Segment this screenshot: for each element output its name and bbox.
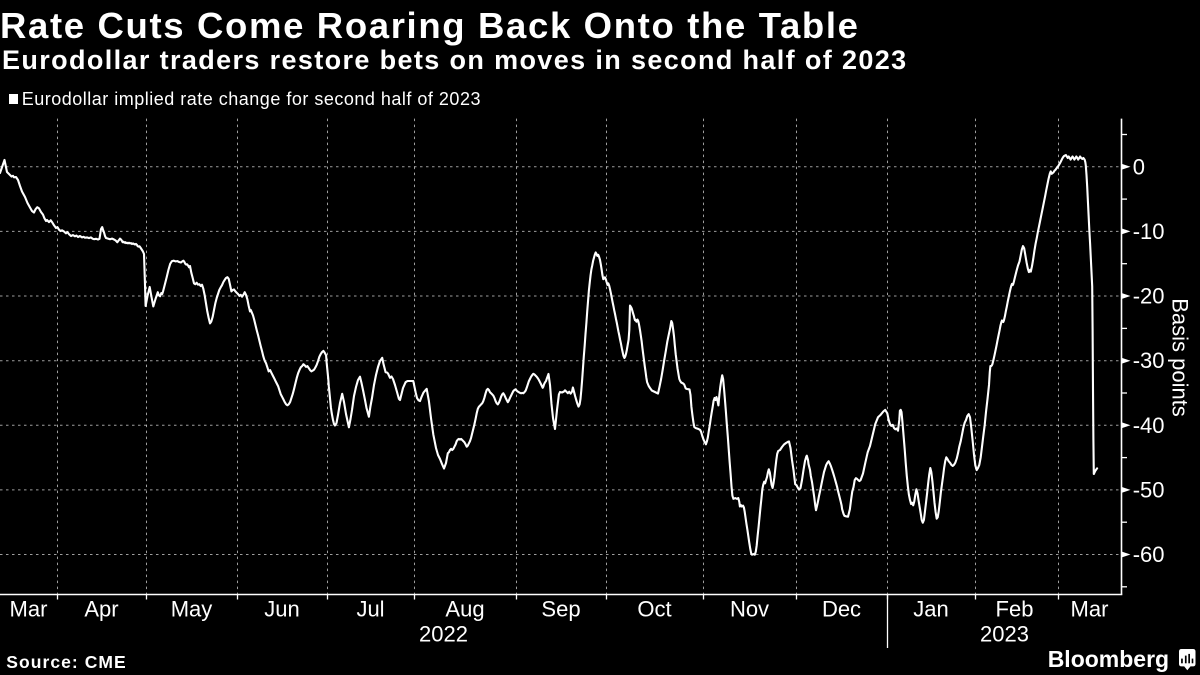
svg-text:Jul: Jul [356, 597, 384, 622]
svg-text:-30: -30 [1133, 348, 1165, 373]
svg-text:Oct: Oct [637, 597, 671, 622]
svg-text:May: May [171, 597, 213, 622]
svg-text:-20: -20 [1133, 284, 1165, 309]
svg-text:0: 0 [1133, 154, 1145, 179]
svg-text:Basis points: Basis points [1168, 298, 1193, 417]
svg-text:Feb: Feb [996, 597, 1034, 622]
svg-text:-10: -10 [1133, 219, 1165, 244]
svg-text:Mar: Mar [10, 597, 48, 622]
svg-text:2023: 2023 [980, 622, 1029, 647]
svg-text:Jan: Jan [913, 597, 948, 622]
svg-text:2022: 2022 [419, 622, 468, 647]
svg-text:Nov: Nov [730, 597, 769, 622]
svg-text:Apr: Apr [84, 597, 118, 622]
svg-text:Aug: Aug [445, 597, 484, 622]
svg-text:Sep: Sep [541, 597, 580, 622]
svg-text:Dec: Dec [822, 597, 861, 622]
svg-text:Mar: Mar [1071, 597, 1109, 622]
svg-text:-60: -60 [1133, 542, 1165, 567]
svg-text:-40: -40 [1133, 413, 1165, 438]
svg-text:-50: -50 [1133, 477, 1165, 502]
svg-text:Jun: Jun [264, 597, 299, 622]
